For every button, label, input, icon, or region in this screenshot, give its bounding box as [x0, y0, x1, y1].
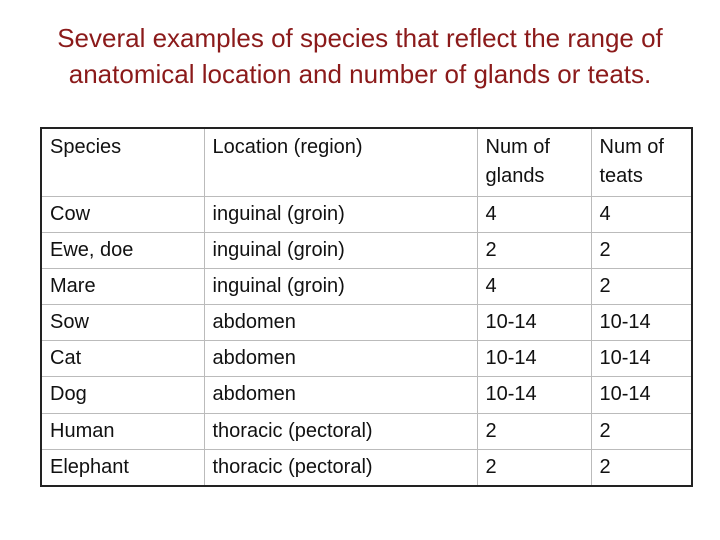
table-row: Cow inguinal (groin) 4 4: [40, 195, 693, 233]
glands-cell: 10-14: [476, 376, 592, 414]
glands-cell: 4: [476, 195, 592, 233]
title-line-1: Several examples of species that reflect…: [57, 23, 663, 53]
glands-cell: 2: [476, 231, 592, 269]
table-row: Cat abdomen 10-14 10-14: [40, 340, 693, 378]
table-row: Human thoracic (pectoral) 2 2: [40, 412, 693, 450]
location-cell: inguinal (groin): [203, 195, 478, 233]
table-row: Ewe, doe inguinal (groin) 2 2: [40, 231, 693, 269]
table-row: Dog abdomen 10-14 10-14: [40, 376, 693, 414]
species-cell: Human: [40, 412, 205, 450]
species-cell: Sow: [40, 304, 205, 342]
glands-cell: 2: [476, 412, 592, 450]
location-cell: abdomen: [203, 376, 478, 414]
species-cell: Ewe, doe: [40, 231, 205, 269]
glands-cell: 10-14: [476, 340, 592, 378]
species-cell: Cat: [40, 340, 205, 378]
glands-cell: 4: [476, 267, 592, 306]
header-species: Species: [40, 127, 205, 197]
table-header-row: Species Location (region) Num of glands …: [40, 127, 693, 197]
species-cell: Elephant: [40, 448, 205, 487]
location-cell: abdomen: [203, 304, 478, 342]
teats-cell: 10-14: [590, 304, 693, 342]
location-cell: thoracic (pectoral): [203, 412, 478, 450]
table-row: Elephant thoracic (pectoral) 2 2: [40, 448, 693, 487]
species-cell: Mare: [40, 267, 205, 306]
table-row: Mare inguinal (groin) 4 2: [40, 267, 693, 306]
teats-cell: 10-14: [590, 340, 693, 378]
header-num-glands: Num of glands: [476, 127, 592, 197]
species-cell: Cow: [40, 195, 205, 233]
teats-cell: 2: [590, 231, 693, 269]
slide-title: Several examples of species that reflect…: [0, 20, 720, 92]
teats-cell: 2: [590, 412, 693, 450]
location-cell: thoracic (pectoral): [203, 448, 478, 487]
teats-cell: 2: [590, 267, 693, 306]
species-gland-table: Species Location (region) Num of glands …: [40, 127, 693, 487]
glands-cell: 10-14: [476, 304, 592, 342]
species-cell: Dog: [40, 376, 205, 414]
location-cell: inguinal (groin): [203, 267, 478, 306]
glands-cell: 2: [476, 448, 592, 487]
teats-cell: 10-14: [590, 376, 693, 414]
teats-cell: 4: [590, 195, 693, 233]
location-cell: abdomen: [203, 340, 478, 378]
header-location: Location (region): [203, 127, 478, 197]
table-row: Sow abdomen 10-14 10-14: [40, 304, 693, 342]
location-cell: inguinal (groin): [203, 231, 478, 269]
teats-cell: 2: [590, 448, 693, 487]
header-num-teats: Num of teats: [590, 127, 693, 197]
title-line-2: anatomical location and number of glands…: [68, 59, 652, 89]
